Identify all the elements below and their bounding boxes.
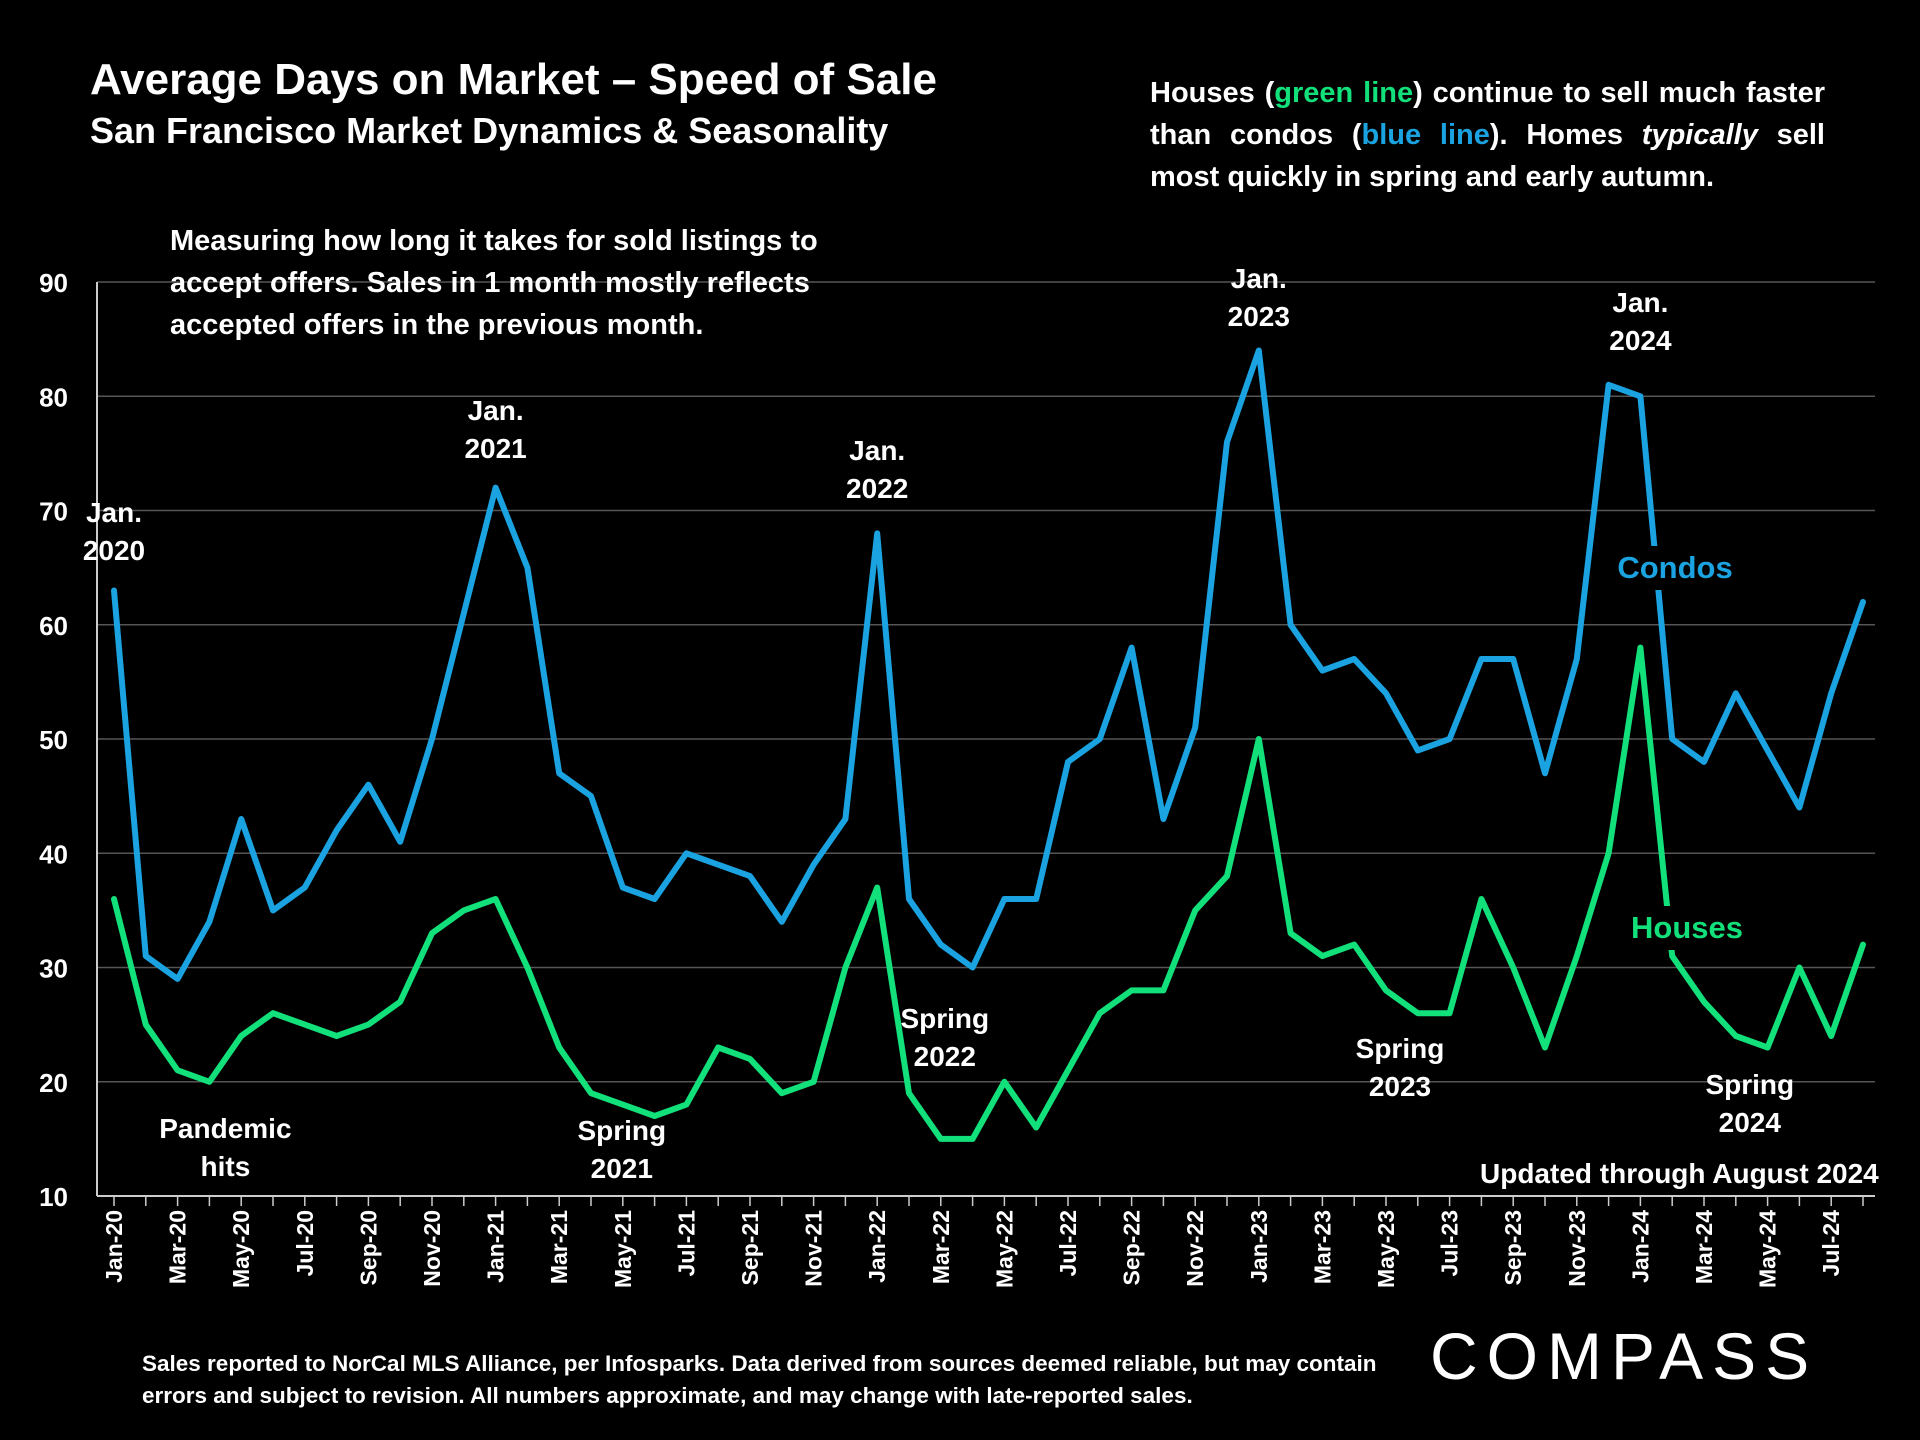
annotation-label: Jan. xyxy=(1231,263,1287,294)
annotation-label: hits xyxy=(201,1151,251,1182)
x-tick-label: Mar-21 xyxy=(546,1210,572,1284)
y-tick-label: 50 xyxy=(39,725,68,755)
y-tick-label: 70 xyxy=(39,497,68,527)
x-tick-label: Mar-24 xyxy=(1691,1210,1717,1284)
annotation-label: 2023 xyxy=(1369,1071,1431,1102)
series-label-bg xyxy=(1617,906,1757,950)
y-tick-label: 30 xyxy=(39,954,68,984)
x-tick-label: Nov-22 xyxy=(1182,1210,1208,1287)
annotation-label: 2023 xyxy=(1228,301,1290,332)
y-tick-label: 90 xyxy=(39,268,68,298)
note-suffix: sell most quickly in spring and early au… xyxy=(1150,119,1825,193)
chart-title: Average Days on Market – Speed of Sale xyxy=(90,55,937,104)
series-line-houses xyxy=(111,644,1866,1142)
annotation-label: Spring xyxy=(577,1115,666,1146)
x-tick-label: May-20 xyxy=(228,1210,254,1288)
y-tick-label: 60 xyxy=(39,611,68,641)
x-tick-label: Nov-23 xyxy=(1564,1210,1590,1287)
x-tick-label: Nov-21 xyxy=(801,1210,827,1287)
note-blue-text: blue line xyxy=(1361,119,1490,151)
note-mid: ) continue to sell much faster than cond… xyxy=(1150,77,1825,151)
source-footnote: Sales reported to NorCal MLS Alliance, p… xyxy=(142,1351,1377,1408)
annotation-label: Pandemic xyxy=(159,1113,291,1144)
series-label-condos: Condos xyxy=(1617,550,1732,585)
annotation-label: 2022 xyxy=(846,473,908,504)
note-prefix: Houses ( xyxy=(1150,77,1275,109)
y-tick-label: 20 xyxy=(39,1068,68,1098)
x-tick-label: Jan-23 xyxy=(1246,1210,1272,1283)
annotation-label: Spring xyxy=(1705,1069,1794,1100)
annotation-label: 2024 xyxy=(1609,325,1672,356)
annotation-label: 2021 xyxy=(591,1153,653,1184)
annotation-label: Jan. xyxy=(86,497,142,528)
x-tick-label: May-21 xyxy=(610,1210,636,1288)
annotation-label: 2022 xyxy=(914,1041,976,1072)
x-tick-label: May-23 xyxy=(1373,1210,1399,1288)
x-tick-label: Sep-23 xyxy=(1500,1210,1526,1285)
annotation-label: Spring xyxy=(1356,1033,1445,1064)
x-tick-label: Sep-21 xyxy=(737,1210,763,1286)
x-tick-label: Jan-22 xyxy=(864,1210,890,1283)
annotation-label: Spring xyxy=(900,1003,989,1034)
series-label-bg xyxy=(1605,546,1745,590)
x-tick-label: Mar-20 xyxy=(165,1210,191,1284)
x-tick-label: Jul-21 xyxy=(673,1210,699,1277)
x-tick-label: Mar-23 xyxy=(1309,1210,1335,1284)
x-tick-label: Jul-22 xyxy=(1055,1210,1081,1276)
series-line-condos xyxy=(111,347,1866,982)
series-label-houses: Houses xyxy=(1631,910,1743,945)
x-tick-label: Jul-20 xyxy=(292,1210,318,1276)
measure-note: Measuring how long it takes for sold lis… xyxy=(170,225,818,341)
annotation-label: 2024 xyxy=(1719,1107,1782,1138)
x-tick-label: Jul-23 xyxy=(1437,1210,1463,1276)
annotation-label: Jan. xyxy=(1612,287,1668,318)
x-tick-label: Jan-24 xyxy=(1627,1210,1653,1283)
x-tick-label: May-22 xyxy=(991,1210,1017,1288)
x-tick-label: Sep-20 xyxy=(355,1210,381,1285)
y-tick-label: 80 xyxy=(39,382,68,412)
y-tick-label: 40 xyxy=(39,839,68,869)
note-after-blue: ). Homes xyxy=(1489,119,1642,151)
x-tick-label: Mar-22 xyxy=(928,1210,954,1284)
compass-logo: COMPASS xyxy=(1430,1319,1819,1393)
note-italic-word: typically xyxy=(1641,119,1758,151)
updated-note: Updated through August 2024 xyxy=(1480,1158,1879,1189)
x-tick-label: Jul-24 xyxy=(1818,1210,1844,1277)
y-tick-label: 10 xyxy=(39,1182,68,1212)
annotation-label: Jan. xyxy=(849,435,905,466)
note-green-text: green line xyxy=(1274,77,1414,109)
annotation-label: Jan. xyxy=(468,395,524,426)
x-tick-label: Nov-20 xyxy=(419,1210,445,1287)
x-tick-label: May-24 xyxy=(1755,1210,1781,1288)
commentary-note: Houses (green line) continue to sell muc… xyxy=(1150,72,1825,198)
chart-subtitle: San Francisco Market Dynamics & Seasonal… xyxy=(90,110,889,151)
x-tick-label: Jan-21 xyxy=(483,1210,509,1283)
annotation-label: 2021 xyxy=(464,433,526,464)
x-tick-label: Sep-22 xyxy=(1119,1210,1145,1285)
annotation-label: 2020 xyxy=(83,535,145,566)
x-tick-label: Jan-20 xyxy=(101,1210,127,1283)
